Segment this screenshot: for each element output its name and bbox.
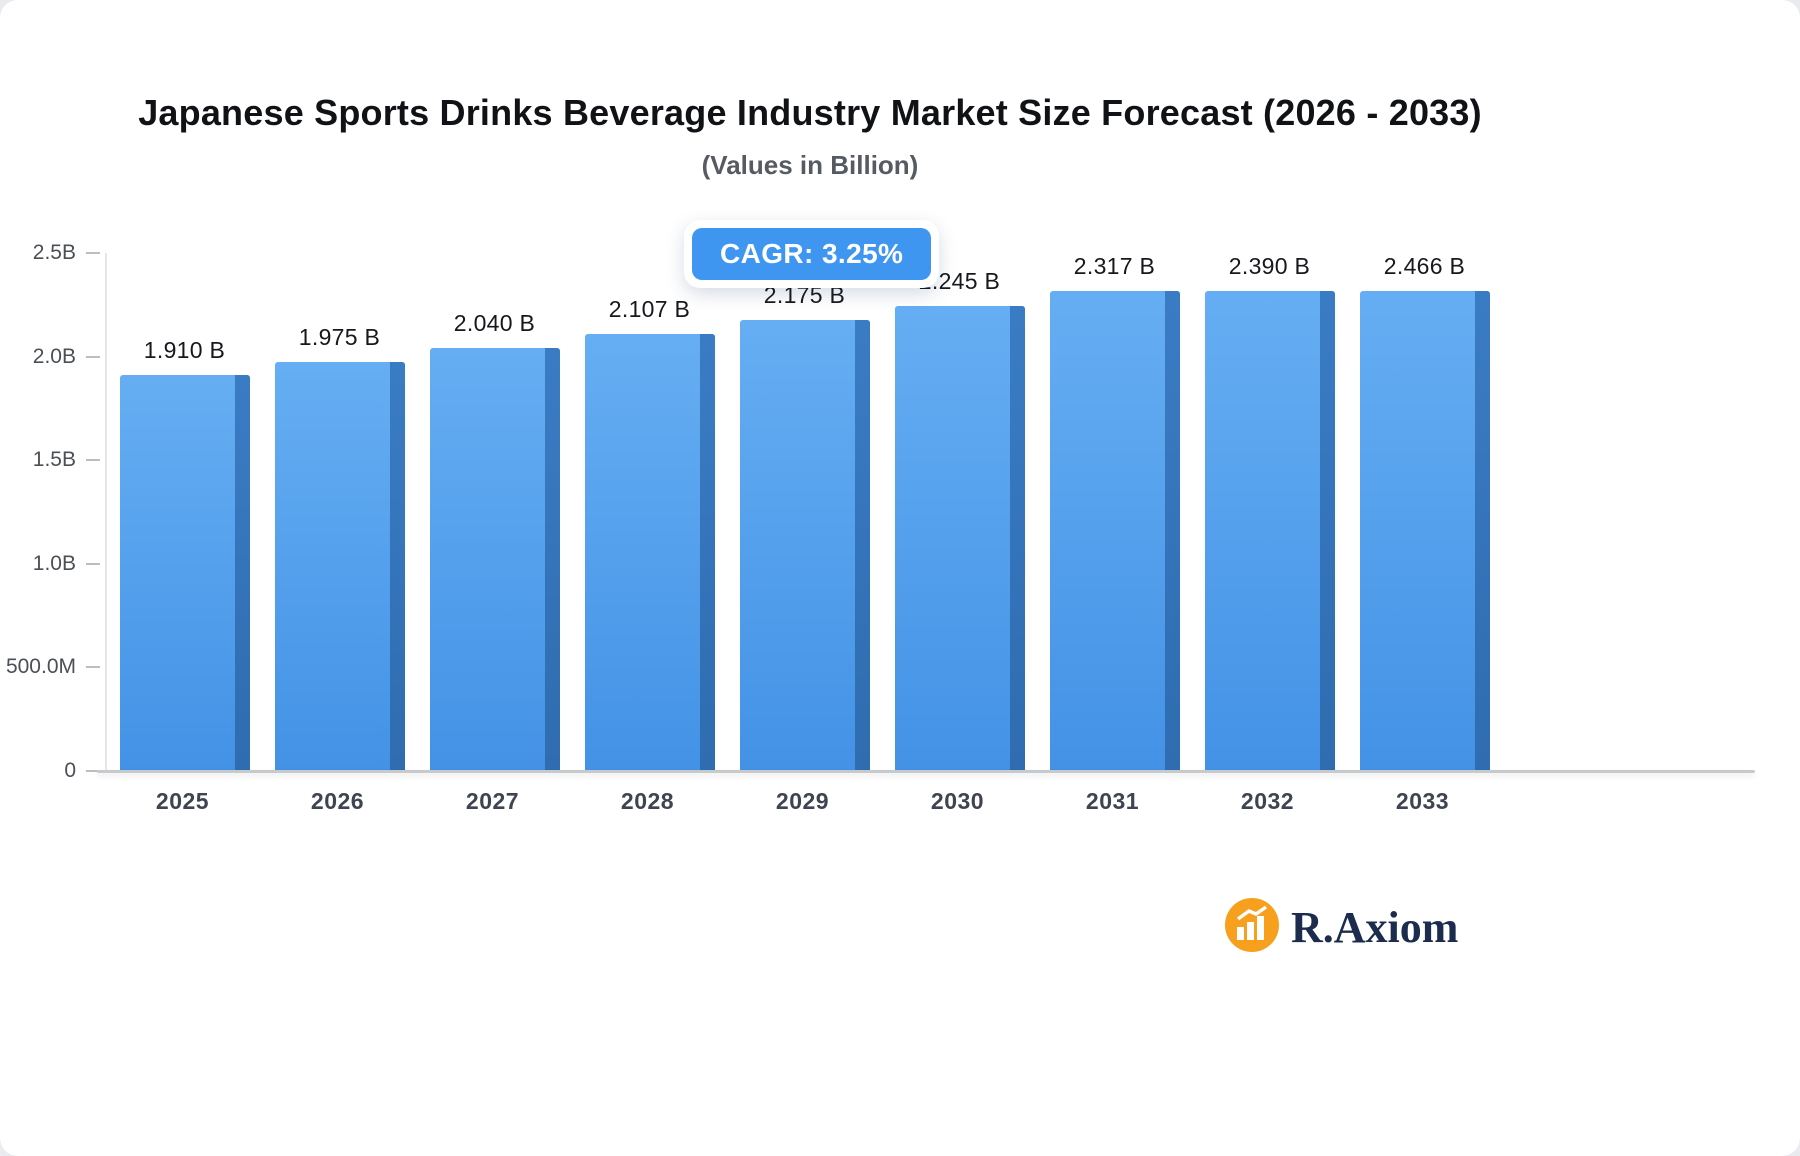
bar-group-2033: 2.466 B	[1347, 253, 1502, 771]
y-axis-tick: 2.0B	[0, 345, 100, 369]
chart-subtitle: (Values in Billion)	[701, 150, 919, 180]
x-axis-label: 2031	[1085, 788, 1140, 814]
y-tick-label: 2.5B	[32, 241, 76, 264]
y-axis-tick: 1.0B	[0, 552, 100, 576]
x-axis: 2025 2026 2027 2028 2029 2030 2031 2032 2033	[105, 788, 1500, 815]
bar-value-label: 2.040 B	[453, 310, 536, 337]
bar-value-label: 2.107 B	[608, 296, 691, 323]
y-tick-label: 1.0B	[32, 551, 76, 575]
bar-value-label: 1.975 B	[298, 323, 381, 350]
bar-group-2031: 2.317 B	[1037, 253, 1192, 771]
x-axis-label: 2028	[620, 788, 675, 814]
bar	[739, 320, 870, 771]
y-tick-mark	[86, 355, 100, 358]
bar-value-label: 1.910 B	[143, 337, 226, 364]
brand-logo-text: R.Axiom	[1291, 903, 1459, 952]
bar-group-2032: 2.390 B	[1192, 253, 1347, 771]
y-tick-label: 1.5B	[32, 448, 76, 472]
y-axis-tick: 2.5B	[0, 241, 100, 265]
bar-series: 1.910 B 1.975 B 2.040 B 2.107 B 2.175 B 2.245…	[107, 253, 1502, 772]
bar-group-2030: 2.245 B	[882, 253, 1037, 772]
x-axis-label: 2027	[465, 788, 520, 814]
bar	[1049, 291, 1180, 771]
x-axis-label: 2032	[1240, 788, 1295, 814]
bar	[119, 375, 250, 771]
bar	[1204, 291, 1335, 771]
x-axis-baseline	[97, 770, 1755, 773]
y-tick-mark	[86, 459, 100, 462]
y-tick-mark	[86, 252, 100, 254]
cagr-badge-label: CAGR: 3.25%	[692, 228, 932, 280]
bar	[1359, 291, 1490, 771]
y-tick-mark	[86, 562, 100, 565]
y-axis-tick: 500.0M	[0, 655, 100, 679]
x-axis-label: 2030	[930, 788, 985, 814]
bar-group-2029: 2.175 B	[727, 253, 882, 771]
chart-title: Japanese Sports Drinks Beverage Industry…	[138, 92, 1482, 133]
y-axis: 0 500.0M 1.0B 1.5B 2.0B 2.5B	[0, 241, 100, 782]
brand-logo: R.Axiom	[1225, 898, 1458, 957]
chart-header: Japanese Sports Drinks Beverage Industry…	[0, 0, 1620, 181]
bar	[429, 348, 560, 771]
bar	[894, 305, 1025, 772]
cagr-badge: CAGR: 3.25%	[684, 220, 940, 288]
y-tick-mark	[86, 666, 100, 669]
x-axis-label: 2029	[775, 788, 830, 814]
x-axis-label: 2033	[1395, 788, 1450, 814]
x-axis-label: 2025	[155, 788, 210, 814]
y-axis-tick: 1.5B	[0, 448, 100, 472]
y-tick-label: 500.0M	[5, 655, 76, 679]
bar-value-label: 2.317 B	[1073, 253, 1156, 279]
y-tick-label: 2.0B	[32, 344, 76, 368]
bar	[274, 361, 405, 772]
plot-area: 1.910 B 1.975 B 2.040 B 2.107 B 2.175 B 2.245…	[97, 253, 1755, 773]
bar-group-2026: 1.975 B	[262, 253, 417, 772]
bar-group-2028: 2.107 B	[572, 253, 727, 771]
bar-chart-icon	[1225, 898, 1279, 957]
bar-group-2027: 2.040 B	[417, 253, 572, 771]
bar-group-2025: 1.910 B	[107, 253, 262, 771]
x-axis-label: 2026	[310, 788, 365, 814]
y-axis-tick: 0	[0, 759, 100, 783]
y-tick-label: 0	[64, 759, 76, 782]
bar-value-label: 2.390 B	[1228, 253, 1311, 279]
bar	[584, 334, 715, 771]
y-tick-mark	[86, 770, 100, 772]
bar-value-label: 2.466 B	[1383, 253, 1466, 279]
